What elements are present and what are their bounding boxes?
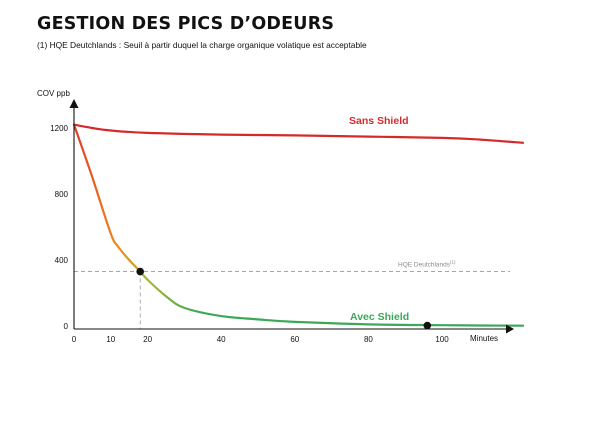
- x-tick-label: 100: [435, 335, 449, 344]
- x-tick-label: 80: [364, 335, 373, 344]
- x-tick-label: 40: [217, 335, 226, 344]
- page-title: GESTION DES PICS D’ODEURS: [37, 14, 335, 34]
- data-point-marker: [423, 321, 432, 330]
- series-line-sans-shield: [72, 123, 525, 144]
- x-axis-arrow: [506, 324, 514, 334]
- x-axis-label: Minutes: [470, 334, 498, 343]
- y-tick-label: 0: [64, 322, 69, 331]
- page-subtitle: (1) HQE Deutchlands : Seuil à partir duq…: [37, 40, 367, 50]
- data-point-marker: [136, 267, 144, 276]
- threshold-label-superscript: (1): [450, 260, 456, 265]
- y-axis-arrow: [69, 99, 79, 108]
- x-tick-label: 10: [106, 335, 115, 344]
- threshold-label: HQE Deutchlands(1): [398, 260, 456, 269]
- x-tick-label: 60: [290, 335, 299, 344]
- x-tick-label: 0: [72, 335, 77, 344]
- y-tick-label: 400: [55, 256, 69, 265]
- x-tick-label: 20: [143, 335, 152, 344]
- y-tick-label: 800: [55, 190, 69, 199]
- y-tick-label: 1200: [50, 124, 68, 133]
- threshold-label-text: HQE Deutchlands: [398, 262, 451, 269]
- series-label-sans-shield: Sans Shield: [349, 115, 409, 127]
- series-line-avec-shield: [72, 123, 525, 327]
- y-axis-label: COV ppb: [37, 89, 70, 98]
- series-label-avec-shield: Avec Shield: [350, 311, 409, 323]
